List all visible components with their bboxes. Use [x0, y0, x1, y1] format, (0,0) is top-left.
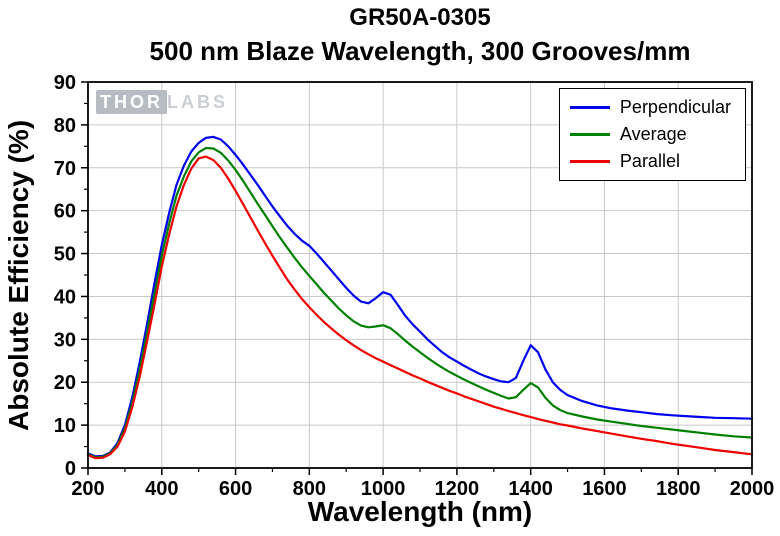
y-tick-label: 0	[65, 458, 76, 480]
y-tick-label: 10	[54, 415, 76, 437]
legend-label: Average	[619, 124, 687, 144]
x-tick-label: 200	[71, 478, 104, 500]
legend: Perpendicular Average Parallel	[558, 88, 746, 181]
legend-entry-average: Average	[569, 121, 731, 148]
x-tick-label: 800	[293, 478, 326, 500]
legend-line-sample	[569, 133, 610, 136]
y-tick-label: 20	[54, 372, 76, 394]
y-tick-label: 60	[54, 201, 76, 223]
y-tick-label: 50	[54, 244, 76, 266]
legend-entry-perpendicular: Perpendicular	[569, 94, 731, 121]
legend-line-sample	[569, 160, 610, 163]
legend-label: Perpendicular	[619, 97, 731, 117]
series-line-parallel	[86, 155, 754, 460]
x-tick-label: 400	[145, 478, 178, 500]
x-tick-label: 2000	[730, 478, 775, 500]
legend-label: Parallel	[619, 151, 680, 171]
chart-title: GR50A-0305	[349, 4, 491, 31]
watermark-thor: THOR	[96, 90, 167, 114]
x-tick-label: 1800	[656, 478, 701, 500]
y-tick-label: 70	[54, 158, 76, 180]
thorlabs-watermark: THOR LABS	[96, 90, 228, 114]
x-tick-label: 1400	[508, 478, 553, 500]
series-line-average	[86, 146, 754, 459]
chart-subtitle: 500 nm Blaze Wavelength, 300 Grooves/mm	[149, 36, 691, 66]
y-tick-label: 90	[54, 72, 76, 94]
y-axis-label: Absolute Efficiency (%)	[3, 119, 34, 431]
x-tick-label: 600	[219, 478, 252, 500]
x-tick-label: 1000	[361, 478, 406, 500]
y-tick-label: 40	[54, 286, 76, 308]
y-tick-label: 30	[54, 329, 76, 351]
x-axis-label: Wavelength (nm)	[307, 496, 533, 527]
watermark-labs: LABS	[167, 92, 228, 112]
x-tick-label: 1200	[435, 478, 480, 500]
plot-border	[87, 81, 753, 469]
legend-line-sample	[569, 106, 610, 109]
x-tick-label: 1600	[582, 478, 627, 500]
legend-entry-parallel: Parallel	[569, 148, 731, 175]
series-line-perpendicular	[86, 135, 754, 458]
y-tick-label: 80	[54, 115, 76, 137]
